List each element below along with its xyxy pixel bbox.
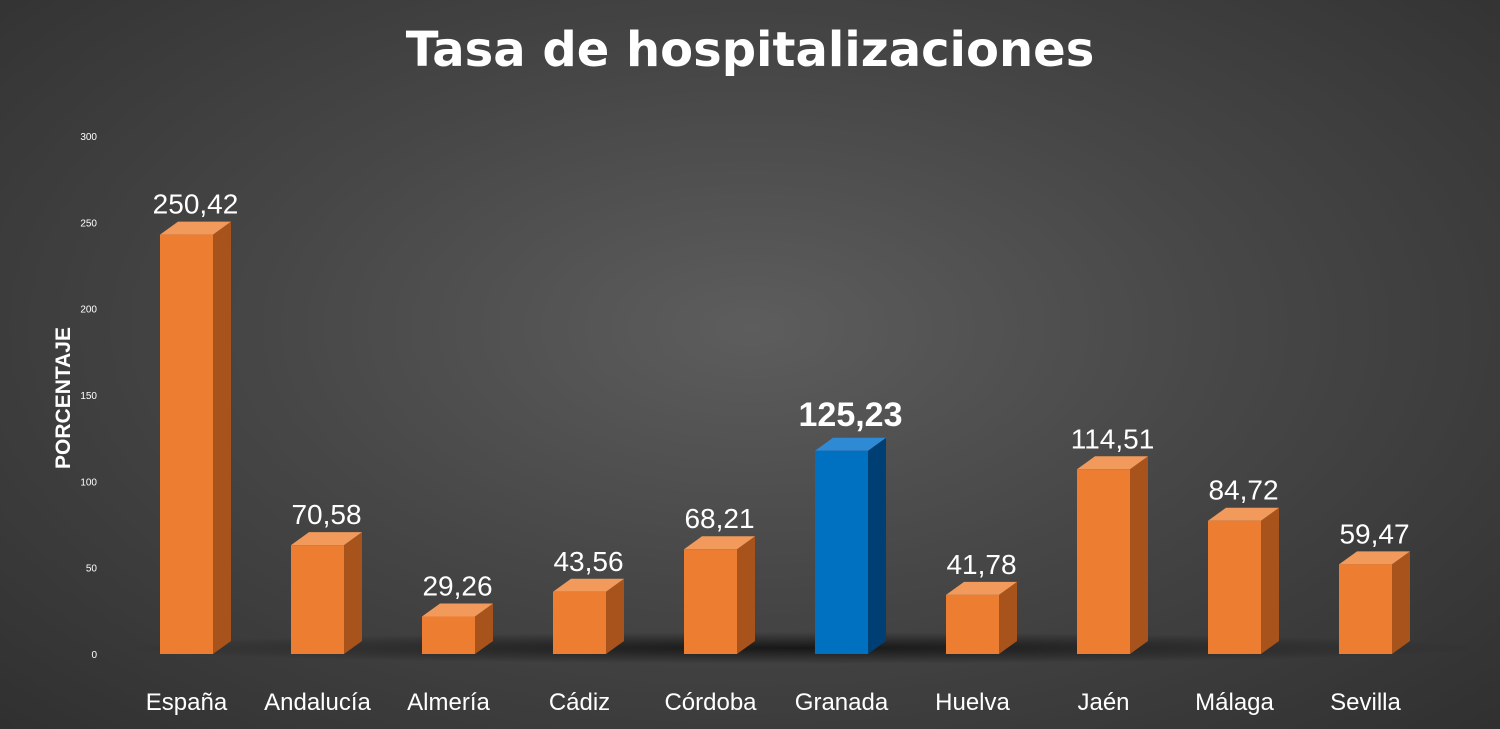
y-tick-label: 50 (86, 564, 98, 575)
category-label: Almería (407, 689, 490, 716)
bar-4 (553, 578, 624, 654)
bar-front (160, 234, 213, 654)
data-label: 59,47 (1339, 518, 1409, 549)
bar-side (1130, 456, 1148, 654)
data-label: 29,26 (422, 570, 492, 601)
bar-3 (422, 603, 493, 654)
bar-top (553, 578, 624, 592)
bar-10 (1339, 551, 1410, 654)
bar-top (946, 581, 1017, 595)
category-label: Granada (795, 689, 889, 716)
bar-side (344, 532, 362, 654)
y-tick-label: 200 (80, 305, 97, 316)
bar-top (815, 437, 886, 451)
bar-7 (946, 581, 1017, 654)
bar-front (553, 591, 606, 654)
data-label: 250,42 (153, 189, 239, 220)
bar-front (815, 450, 868, 654)
category-label: Cádiz (549, 689, 610, 716)
bar-front (1077, 469, 1130, 654)
bars (160, 221, 1410, 654)
bar-side (737, 536, 755, 654)
bar-top (1208, 507, 1279, 521)
bar-front (946, 594, 999, 654)
bar-side (475, 603, 493, 654)
bar-front (422, 616, 475, 654)
category-label: Jaén (1077, 689, 1129, 716)
category-label: Sevilla (1330, 689, 1401, 716)
data-label: 41,78 (946, 549, 1016, 580)
bar-front (291, 545, 344, 654)
bar-top (160, 221, 231, 235)
bar-top (1339, 551, 1410, 565)
data-label: 43,56 (553, 546, 623, 577)
y-tick-label: 250 (80, 218, 97, 229)
bar-top (1077, 456, 1148, 470)
bar-1 (160, 221, 231, 654)
bar-side (1392, 551, 1410, 654)
y-tick-label: 300 (80, 132, 97, 143)
x-axis-categories: España Andalucía Almería Cádiz Córdoba Granad… (146, 689, 1402, 716)
data-labels: 250,42 70,58 29,26 43,56 68,21 125,23 41,78 114… (153, 189, 1410, 602)
y-tick-label: 0 (91, 650, 97, 661)
y-axis-label: PORCENTAJE (52, 327, 75, 469)
bar-front (1339, 564, 1392, 654)
bar-front (684, 549, 737, 654)
bar-top (291, 532, 362, 546)
category-label: Huelva (935, 689, 1010, 716)
category-label: Córdoba (664, 689, 757, 716)
bar-side (1261, 507, 1279, 654)
chart-title: Tasa de hospitalizaciones (406, 22, 1095, 78)
category-label: Andalucía (264, 689, 371, 716)
bar-top (422, 603, 493, 617)
bar-8 (1077, 456, 1148, 654)
y-tick-label: 150 (80, 391, 97, 402)
y-tick-label: 100 (80, 477, 97, 488)
bar-side (213, 221, 231, 654)
bar-9 (1208, 507, 1279, 654)
bar-6 (815, 437, 886, 654)
y-axis-ticks: 0 50 100 150 200 250 300 (80, 132, 97, 661)
data-label: 84,72 (1208, 475, 1278, 506)
bar-5 (684, 536, 755, 654)
bar-top (684, 536, 755, 550)
data-label: 114,51 (1071, 423, 1155, 454)
bar-side (606, 578, 624, 654)
bar-side (868, 437, 886, 654)
category-label: España (146, 689, 228, 716)
data-label: 125,23 (799, 396, 903, 434)
category-label: Málaga (1195, 689, 1274, 716)
bar-front (1208, 520, 1261, 654)
data-label: 68,21 (684, 503, 754, 534)
bar-side (999, 581, 1017, 654)
data-label: 70,58 (291, 499, 361, 530)
bar-2 (291, 532, 362, 654)
